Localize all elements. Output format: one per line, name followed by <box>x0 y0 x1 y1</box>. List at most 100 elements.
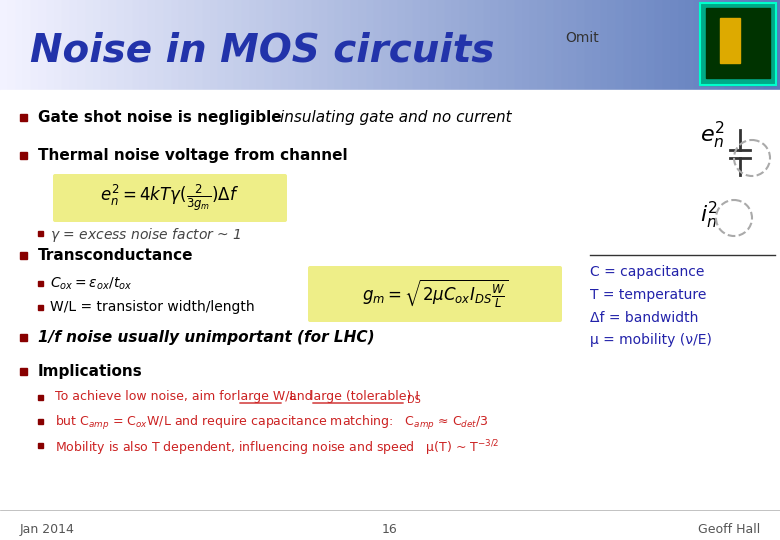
Bar <box>20 334 27 341</box>
Bar <box>70 0 79 90</box>
Bar <box>125 0 133 90</box>
Bar <box>195 0 204 90</box>
Bar <box>772 0 780 90</box>
Text: $\gamma$ = excess noise factor ~ 1: $\gamma$ = excess noise factor ~ 1 <box>50 226 242 244</box>
Text: large (tolerable) I: large (tolerable) I <box>310 390 419 403</box>
Bar <box>484 0 492 90</box>
Bar <box>0 0 9 90</box>
Bar <box>655 0 664 90</box>
Bar <box>343 0 352 90</box>
Text: To achieve low noise, aim for: To achieve low noise, aim for <box>55 390 240 403</box>
Bar <box>624 0 633 90</box>
Bar <box>218 0 227 90</box>
Bar <box>718 0 726 90</box>
Bar <box>546 0 555 90</box>
Bar <box>289 0 297 90</box>
Bar <box>671 0 679 90</box>
Bar <box>281 0 289 90</box>
Bar <box>632 0 640 90</box>
Bar <box>749 0 757 90</box>
Bar <box>725 0 734 90</box>
Bar <box>764 0 773 90</box>
Bar <box>226 0 235 90</box>
Text: and: and <box>285 390 317 403</box>
Text: Omit: Omit <box>565 31 599 45</box>
Bar <box>382 0 391 90</box>
Text: $e_n^2 = 4kT\gamma(\frac{2}{3g_m})\Delta f$: $e_n^2 = 4kT\gamma(\frac{2}{3g_m})\Delta… <box>101 183 239 213</box>
Bar <box>20 252 27 259</box>
Bar <box>320 0 328 90</box>
Bar <box>367 0 375 90</box>
Text: 16: 16 <box>382 523 398 536</box>
Bar <box>312 0 321 90</box>
Text: Thermal noise voltage from channel: Thermal noise voltage from channel <box>38 148 348 163</box>
Bar <box>351 0 360 90</box>
Bar <box>304 0 313 90</box>
Bar <box>616 0 625 90</box>
Bar <box>20 368 27 375</box>
Bar <box>406 0 414 90</box>
Bar <box>296 0 305 90</box>
FancyBboxPatch shape <box>53 174 287 222</box>
Bar <box>694 0 703 90</box>
Bar <box>133 0 141 90</box>
Bar <box>242 0 250 90</box>
Bar <box>640 0 648 90</box>
Text: Transconductance: Transconductance <box>38 248 193 263</box>
Bar <box>390 0 399 90</box>
Bar <box>94 0 102 90</box>
Bar <box>452 0 461 90</box>
Text: large W/L: large W/L <box>237 390 296 403</box>
Bar <box>577 0 586 90</box>
Bar <box>413 0 422 90</box>
Bar <box>460 0 469 90</box>
Text: W/L = transistor width/length: W/L = transistor width/length <box>50 300 254 314</box>
Bar <box>148 0 157 90</box>
Bar <box>86 0 94 90</box>
Bar <box>20 152 27 159</box>
Bar <box>38 442 43 448</box>
Bar <box>374 0 383 90</box>
Bar <box>608 0 617 90</box>
Bar <box>117 0 126 90</box>
Bar <box>437 0 445 90</box>
Bar <box>23 0 32 90</box>
Bar <box>31 0 40 90</box>
Bar <box>156 0 165 90</box>
Text: $i_n^2$: $i_n^2$ <box>700 200 718 231</box>
Bar <box>335 0 344 90</box>
Bar <box>109 0 118 90</box>
Text: but C$_{amp}$ = C$_{ox}$W/L and require capacitance matching:   C$_{amp}$ ≈ C$_{: but C$_{amp}$ = C$_{ox}$W/L and require … <box>55 414 489 432</box>
Bar <box>78 0 87 90</box>
Bar <box>720 18 740 63</box>
Bar <box>585 0 594 90</box>
Bar <box>0 90 780 540</box>
Bar <box>179 0 188 90</box>
Bar <box>421 0 430 90</box>
Bar <box>445 0 453 90</box>
Bar <box>601 0 609 90</box>
Bar <box>187 0 196 90</box>
Bar <box>507 0 516 90</box>
Bar <box>359 0 367 90</box>
Bar <box>38 280 43 286</box>
Bar <box>20 113 27 120</box>
Bar <box>211 0 219 90</box>
Bar <box>172 0 180 90</box>
Bar <box>164 0 172 90</box>
Bar <box>530 0 539 90</box>
Bar <box>538 0 547 90</box>
Bar <box>55 0 63 90</box>
Text: C = capacitance
T = temperature
Δf = bandwidth
μ = mobility (ν/E): C = capacitance T = temperature Δf = ban… <box>590 265 712 347</box>
Text: Noise in MOS circuits: Noise in MOS circuits <box>30 32 495 70</box>
Bar <box>702 0 711 90</box>
Text: 1/f noise usually unimportant (for LHC): 1/f noise usually unimportant (for LHC) <box>38 330 374 345</box>
Bar <box>700 3 776 85</box>
Bar <box>62 0 71 90</box>
Bar <box>663 0 672 90</box>
Text: insulating gate and no current: insulating gate and no current <box>280 110 512 125</box>
Bar <box>741 0 750 90</box>
Bar <box>733 0 742 90</box>
Bar <box>250 0 258 90</box>
Bar <box>569 0 578 90</box>
